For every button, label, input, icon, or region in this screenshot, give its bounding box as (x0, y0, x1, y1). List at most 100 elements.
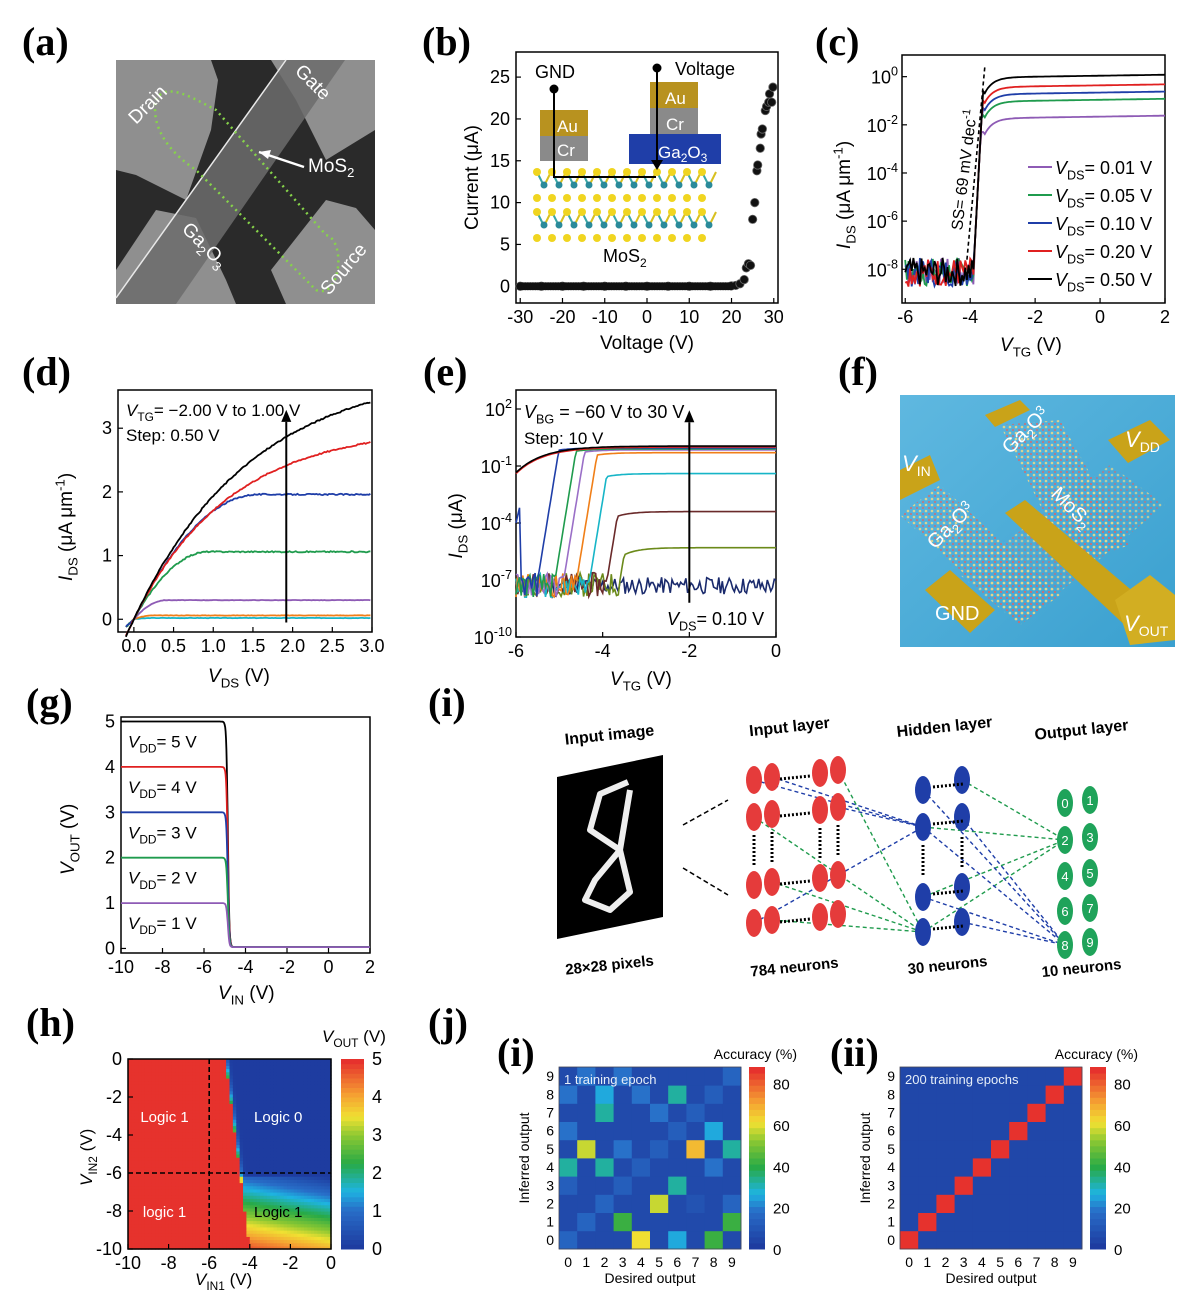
heatmap-cell (327, 1214, 332, 1218)
s-atom (638, 194, 646, 202)
heatmap-cell (276, 1131, 281, 1136)
heatmap-cell (134, 1220, 139, 1225)
heatmap-cell (253, 1103, 258, 1108)
heatmap-cell (290, 1135, 295, 1139)
heatmap-cell (246, 1195, 251, 1199)
heatmap-cell (287, 1230, 291, 1234)
heatmap-cell (165, 1093, 170, 1098)
y-tick-label: 0 (112, 1049, 122, 1069)
heatmap-cell (320, 1233, 325, 1237)
heatmap-cell (293, 1138, 298, 1142)
heatmap-cell (188, 1116, 193, 1120)
heatmap-cell (283, 1141, 288, 1146)
heatmap-cell (134, 1119, 139, 1123)
heatmap-cell (161, 1062, 166, 1066)
colorbar-segment (341, 1177, 364, 1183)
heatmap-cell (297, 1097, 302, 1101)
heatmap-cell (192, 1112, 197, 1117)
heatmap-cell (243, 1131, 248, 1136)
colorbar-segment (1090, 1133, 1106, 1141)
heatmap-cell (283, 1147, 288, 1152)
heatmap-cell (138, 1223, 143, 1228)
heatmap-cell (287, 1116, 291, 1120)
heatmap-cell (283, 1230, 288, 1234)
heatmap-cell (134, 1103, 139, 1108)
heatmap-cell (266, 1065, 271, 1070)
heatmap-cell (249, 1068, 254, 1073)
heatmap-cell (182, 1214, 187, 1218)
matrix-cell (722, 1176, 742, 1195)
heatmap-cell (263, 1230, 268, 1234)
heatmap-cell (151, 1062, 156, 1066)
heatmap-cell (202, 1195, 207, 1199)
heatmap-cell (327, 1239, 332, 1244)
heatmap-cell (161, 1220, 166, 1225)
heatmap-cell (273, 1087, 278, 1092)
heatmap-cell (276, 1122, 281, 1127)
heatmap-cell (215, 1169, 220, 1174)
matrix-cell (577, 1230, 596, 1250)
heatmap-cell (161, 1100, 166, 1104)
heatmap-cell (249, 1125, 254, 1130)
heatmap-cell (256, 1116, 261, 1120)
heatmap-cell (144, 1192, 149, 1196)
heatmap-cell (320, 1119, 325, 1123)
heatmap-cell (283, 1245, 288, 1250)
heatmap-cell (246, 1062, 251, 1066)
y-axis-label: VIN2​ (V) (77, 1129, 100, 1186)
heatmap-cell (236, 1233, 241, 1237)
heatmap-cell (246, 1226, 251, 1231)
heatmap-cell (283, 1119, 288, 1123)
heatmap-cell (148, 1065, 153, 1070)
heatmap-cell (222, 1131, 227, 1136)
heatmap-cell (303, 1090, 308, 1095)
heatmap-cell (256, 1198, 261, 1203)
heatmap-cell (158, 1112, 163, 1117)
colorbar-segment (341, 1116, 364, 1122)
heatmap-cell (205, 1065, 210, 1070)
heatmap-cell (215, 1230, 220, 1234)
heatmap-cell (182, 1138, 187, 1142)
heatmap-cell (293, 1144, 298, 1149)
matrix-cell (1063, 1067, 1083, 1086)
heatmap-cell (219, 1204, 224, 1209)
heatmap-cell (141, 1138, 146, 1142)
matrix-cell (559, 1103, 578, 1122)
matrix-cell (1045, 1194, 1065, 1213)
heatmap-cell (287, 1109, 291, 1114)
heatmap-cell (280, 1131, 285, 1136)
heatmap-cell (158, 1182, 163, 1187)
heatmap-cell (249, 1198, 254, 1203)
heatmap-cell (209, 1074, 214, 1079)
heatmap-cell (215, 1087, 220, 1092)
heatmap-cell (165, 1207, 170, 1212)
heatmap-cell (239, 1106, 244, 1111)
colorbar-tick-label: 40 (1114, 1159, 1131, 1176)
heatmap-cell (270, 1068, 275, 1073)
matrix-cell (900, 1085, 919, 1104)
heatmap-cell (128, 1059, 132, 1063)
heatmap-cell (209, 1154, 214, 1158)
heatmap-cell (182, 1128, 187, 1133)
heatmap-cell (199, 1122, 204, 1127)
heatmap-cell (205, 1198, 210, 1203)
heatmap-cell (151, 1239, 156, 1244)
heatmap-cell (253, 1188, 258, 1193)
heatmap-cell (324, 1131, 329, 1136)
matrix-cell (918, 1230, 937, 1250)
heatmap-cell (151, 1157, 156, 1161)
heatmap-cell (243, 1071, 248, 1076)
heatmap-cell (148, 1154, 153, 1158)
heatmap-cell (222, 1182, 227, 1187)
matrix-cell (900, 1194, 919, 1213)
heatmap-cell (192, 1131, 197, 1136)
matrix-cell (918, 1121, 937, 1141)
heatmap-cell (138, 1195, 143, 1199)
heatmap-cell (320, 1239, 325, 1244)
heatmap-cell (287, 1160, 291, 1165)
heatmap-cell (175, 1220, 180, 1225)
heatmap-cell (168, 1103, 173, 1108)
heatmap-cell (270, 1131, 275, 1136)
colorbar-segment (1090, 1139, 1106, 1147)
y-tick-label: 1 (546, 1214, 554, 1230)
